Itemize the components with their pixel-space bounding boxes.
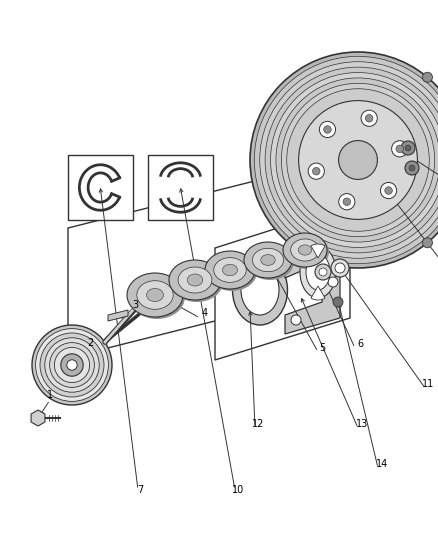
Circle shape: [422, 238, 432, 248]
Circle shape: [308, 163, 325, 179]
Text: 6: 6: [357, 339, 363, 349]
Text: 14: 14: [376, 459, 388, 469]
Ellipse shape: [300, 246, 336, 298]
Circle shape: [365, 115, 373, 122]
Ellipse shape: [291, 239, 319, 261]
Circle shape: [287, 88, 429, 231]
Circle shape: [299, 101, 417, 220]
Circle shape: [260, 62, 438, 259]
Circle shape: [281, 83, 434, 237]
Text: 1: 1: [47, 390, 53, 400]
Text: 13: 13: [356, 419, 368, 429]
Circle shape: [319, 122, 336, 138]
Circle shape: [61, 354, 83, 376]
Circle shape: [265, 67, 438, 253]
Ellipse shape: [246, 244, 294, 280]
Circle shape: [422, 72, 432, 82]
Ellipse shape: [261, 255, 275, 265]
Ellipse shape: [214, 257, 246, 282]
Circle shape: [339, 193, 355, 210]
Ellipse shape: [233, 255, 287, 325]
Ellipse shape: [285, 235, 329, 269]
Text: 3: 3: [132, 300, 138, 310]
Ellipse shape: [178, 267, 212, 293]
Ellipse shape: [205, 251, 255, 289]
Circle shape: [405, 145, 411, 151]
Bar: [148, 155, 213, 220]
Ellipse shape: [137, 281, 173, 309]
Circle shape: [67, 360, 77, 370]
Ellipse shape: [298, 245, 311, 255]
Wedge shape: [311, 244, 325, 258]
Polygon shape: [68, 160, 338, 358]
Bar: [68, 155, 133, 220]
Circle shape: [49, 343, 95, 387]
Circle shape: [409, 165, 415, 171]
Polygon shape: [108, 310, 128, 321]
Circle shape: [328, 277, 338, 287]
Circle shape: [333, 297, 343, 307]
Circle shape: [291, 315, 301, 325]
Ellipse shape: [223, 264, 237, 276]
Ellipse shape: [306, 254, 330, 290]
Ellipse shape: [127, 273, 183, 317]
Ellipse shape: [241, 265, 279, 315]
Circle shape: [291, 253, 301, 263]
Circle shape: [405, 161, 419, 175]
Circle shape: [401, 141, 415, 155]
Ellipse shape: [187, 274, 203, 286]
Circle shape: [40, 333, 104, 397]
Circle shape: [276, 78, 438, 242]
Circle shape: [392, 141, 408, 157]
Ellipse shape: [147, 288, 163, 302]
Circle shape: [381, 182, 397, 199]
Circle shape: [331, 259, 349, 277]
Circle shape: [54, 348, 90, 383]
Text: 4: 4: [202, 308, 208, 318]
Circle shape: [35, 329, 108, 401]
Text: 12: 12: [252, 419, 264, 429]
Ellipse shape: [207, 253, 257, 291]
Circle shape: [319, 268, 327, 276]
Circle shape: [312, 167, 320, 175]
Text: 7: 7: [137, 485, 143, 495]
Text: 11: 11: [422, 379, 434, 389]
Circle shape: [32, 325, 112, 405]
Circle shape: [385, 187, 392, 195]
Polygon shape: [285, 247, 340, 334]
Ellipse shape: [252, 248, 283, 272]
Ellipse shape: [169, 260, 221, 300]
Circle shape: [335, 263, 345, 273]
Circle shape: [271, 72, 438, 247]
Circle shape: [315, 264, 331, 280]
Text: 2: 2: [87, 338, 93, 348]
Circle shape: [250, 52, 438, 268]
Text: 10: 10: [232, 485, 244, 495]
Circle shape: [45, 338, 99, 392]
Wedge shape: [311, 286, 325, 300]
Circle shape: [396, 145, 403, 152]
Circle shape: [254, 56, 438, 264]
Text: 5: 5: [319, 343, 325, 353]
Ellipse shape: [171, 262, 223, 302]
Circle shape: [343, 198, 350, 206]
Ellipse shape: [129, 275, 185, 319]
Circle shape: [324, 126, 331, 133]
Ellipse shape: [244, 242, 292, 278]
Ellipse shape: [283, 233, 327, 267]
Circle shape: [339, 141, 378, 180]
Polygon shape: [215, 205, 350, 360]
Polygon shape: [31, 410, 45, 426]
Circle shape: [361, 110, 377, 126]
